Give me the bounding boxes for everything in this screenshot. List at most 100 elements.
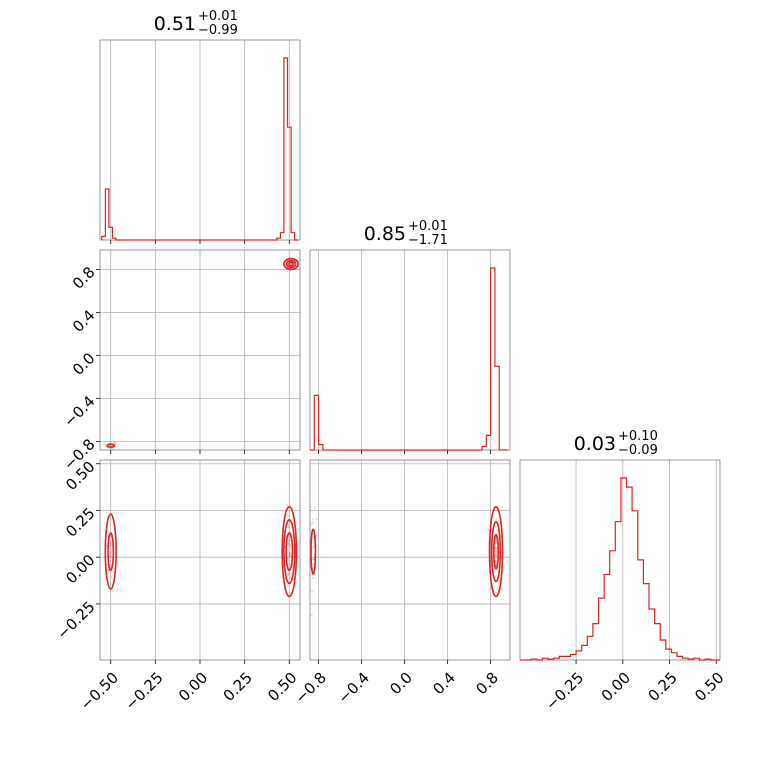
sample-point	[288, 269, 292, 273]
sample-point	[288, 542, 291, 546]
density-contour	[104, 513, 117, 590]
sample-point	[494, 547, 498, 550]
sample-point	[494, 550, 497, 554]
sample-point	[286, 541, 290, 545]
density-contour	[288, 261, 294, 267]
histogram-line-param-0	[101, 57, 299, 241]
density-contour	[107, 532, 115, 572]
sample-point	[109, 541, 112, 544]
sample-point	[487, 528, 490, 532]
sample-point	[494, 546, 497, 549]
sample-point	[286, 503, 289, 507]
panel-2-2	[519, 459, 721, 664]
sample-point	[113, 442, 116, 445]
sample-point	[311, 518, 314, 521]
sample-point	[289, 572, 292, 575]
title-value: 0.51	[154, 13, 196, 35]
sample-point	[288, 543, 292, 547]
sample-point	[110, 542, 113, 546]
sample-point	[494, 508, 498, 511]
sample-point	[495, 518, 498, 521]
title-minus-error: −0.09	[618, 443, 658, 458]
density-contour	[281, 505, 298, 598]
sample-point	[113, 442, 117, 445]
sample-point	[287, 573, 290, 577]
sample-point	[287, 526, 291, 529]
sample-point	[109, 554, 113, 558]
sample-point	[494, 554, 498, 557]
title-plus-error: +0.01	[198, 9, 238, 24]
title-plus-error: +0.01	[408, 219, 448, 234]
sample-point	[109, 552, 112, 555]
title-value: 0.03	[574, 433, 616, 455]
sample-point	[494, 553, 497, 556]
parameter-title-2: 0.03 +0.10−0.09	[574, 429, 658, 458]
pair-0-1	[104, 257, 299, 451]
density-contour	[283, 518, 296, 585]
density-contour	[283, 257, 299, 271]
density-contour	[492, 533, 499, 570]
density-contour	[488, 505, 504, 598]
sample-point	[104, 442, 107, 445]
histogram-line-param-2	[520, 477, 720, 661]
sample-point	[288, 545, 292, 548]
density-contour	[106, 443, 116, 449]
sample-point	[287, 571, 290, 574]
sample-point	[494, 575, 497, 578]
sample-point	[288, 554, 291, 557]
parameter-title-1: 0.85 +0.01−1.71	[364, 219, 448, 248]
sample-point	[109, 544, 113, 547]
density-contour	[310, 528, 317, 575]
sample-point	[286, 573, 290, 576]
sample-point	[107, 569, 110, 572]
sample-point	[309, 523, 312, 526]
sample-point	[315, 517, 318, 521]
sample-point	[109, 575, 113, 578]
sample-point	[288, 539, 291, 543]
sample-point	[313, 506, 316, 510]
sample-point	[110, 539, 113, 543]
sample-point	[288, 551, 292, 555]
sample-point	[311, 576, 314, 580]
panel-frame	[519, 459, 721, 661]
title-minus-error: −0.99	[198, 23, 238, 38]
sample-point	[289, 576, 292, 580]
panel-2-1	[309, 459, 511, 664]
density-contour	[285, 532, 294, 572]
histogram-line-param-1	[310, 267, 508, 451]
sample-point	[500, 587, 504, 590]
sample-point	[312, 545, 315, 548]
panel-2-0	[96, 459, 301, 664]
sample-point	[310, 613, 313, 617]
sample-point	[494, 550, 498, 553]
panel-1-0	[96, 249, 301, 454]
sample-point	[110, 570, 114, 573]
sample-point	[287, 539, 291, 542]
title-minus-error: −1.71	[408, 233, 448, 248]
pair-0-2	[104, 503, 298, 598]
sample-point	[110, 549, 113, 553]
sample-point	[110, 547, 113, 550]
panel-frame	[309, 459, 511, 661]
sample-point	[109, 551, 112, 554]
sample-point	[111, 447, 114, 451]
sample-point	[286, 514, 289, 517]
title-plus-error: +0.10	[618, 429, 658, 444]
sample-point	[108, 555, 112, 559]
pair-1-2	[308, 505, 504, 617]
sample-point	[494, 561, 497, 564]
sample-point	[289, 553, 292, 556]
sample-point	[289, 551, 293, 554]
sample-point	[496, 529, 499, 532]
density-contour	[285, 259, 297, 269]
title-value: 0.85	[364, 223, 406, 245]
sample-point	[288, 524, 291, 527]
sample-point	[495, 541, 498, 544]
sample-point	[311, 590, 314, 593]
sample-point	[311, 521, 315, 525]
sample-point	[288, 554, 291, 558]
sample-point	[495, 553, 498, 557]
